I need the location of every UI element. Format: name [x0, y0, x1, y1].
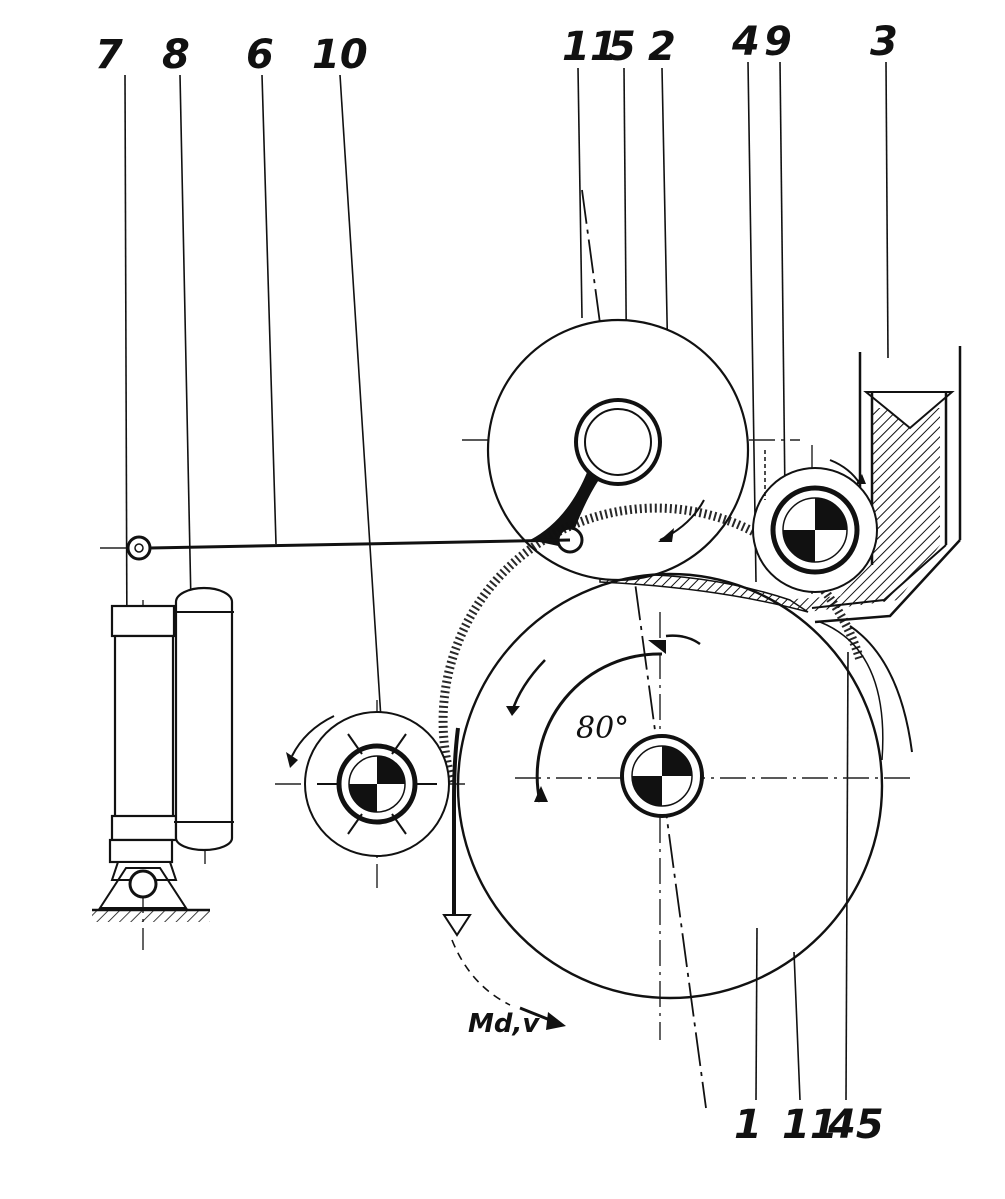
label-5: 5 [608, 24, 636, 70]
label-1: 1 [734, 1102, 762, 1148]
label-8: 8 [162, 32, 190, 78]
angle-label: 80° [576, 711, 629, 746]
label-9: 9 [764, 19, 792, 65]
torque-speed-label: Md,v [468, 1009, 540, 1039]
web-path [444, 728, 566, 1030]
leader-lines [125, 62, 888, 1100]
label-6: 6 [246, 32, 274, 78]
ground-hatch [92, 910, 210, 922]
label-4: 4 [731, 19, 760, 65]
label-3: 3 [870, 19, 898, 65]
label-10: 10 [312, 32, 368, 78]
angle-arrow-top [648, 640, 666, 654]
roller-10 [286, 712, 449, 856]
label-45: 45 [827, 1102, 884, 1148]
cylinders-7-8 [92, 588, 234, 922]
roller-9 [753, 450, 877, 592]
label-2: 2 [648, 24, 676, 70]
web-output-arrow [444, 915, 470, 935]
linkage-rod-6 [128, 537, 570, 559]
reference-labels: 7 8 6 10 11 5 2 4 9 3 1 11 45 80° Md,v [95, 19, 898, 1148]
label-7: 7 [95, 32, 123, 78]
angle-arrow-left [534, 786, 548, 802]
